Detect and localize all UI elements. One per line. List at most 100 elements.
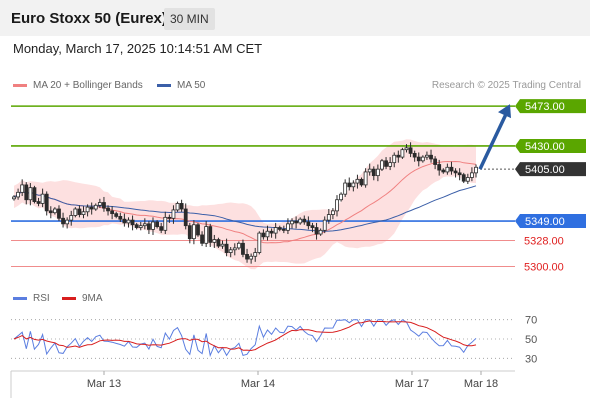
candle-body <box>474 166 478 174</box>
candle <box>404 144 409 153</box>
chart-header: Euro Stoxx 50 (Eurex) 30 MIN <box>0 0 590 36</box>
candle <box>183 203 188 230</box>
candle-body <box>102 202 106 209</box>
candle-body <box>457 172 462 176</box>
candle <box>93 203 98 211</box>
candle <box>335 195 339 217</box>
candle-body <box>302 218 307 223</box>
candle-body <box>465 177 470 182</box>
candle-body <box>400 149 405 158</box>
instrument-title: Euro Stoxx 50 (Eurex) <box>11 10 167 27</box>
candle <box>310 222 315 233</box>
candle <box>355 174 360 189</box>
candle <box>367 163 372 176</box>
candle-body <box>351 182 356 188</box>
candle <box>465 173 470 184</box>
candle <box>392 152 397 168</box>
candle-body <box>118 216 123 220</box>
candle-body <box>453 170 458 174</box>
candle <box>16 188 20 200</box>
candle-body <box>253 252 258 257</box>
candle <box>416 152 421 167</box>
candle <box>48 206 53 219</box>
candle <box>445 163 450 175</box>
candle <box>343 179 348 197</box>
candle-body <box>44 193 49 212</box>
candle-body <box>281 228 286 231</box>
candle-body <box>429 154 433 160</box>
candle <box>228 247 233 258</box>
candle-body <box>20 184 25 193</box>
candle-body <box>433 158 438 165</box>
last_price-tag: 5405.00 <box>515 162 586 177</box>
candle <box>375 164 380 182</box>
candle <box>241 239 245 258</box>
candle <box>474 164 478 178</box>
candle <box>24 182 29 205</box>
candle <box>269 228 274 238</box>
candle-body <box>306 221 311 227</box>
rsi-level-label: 70 <box>525 315 537 327</box>
candle-body <box>12 196 16 200</box>
candle-body <box>110 210 115 215</box>
candle-body <box>179 203 184 210</box>
candle-body <box>171 209 176 219</box>
candle <box>142 218 147 230</box>
candle <box>171 205 176 224</box>
candle-body <box>339 193 343 201</box>
candle <box>273 222 278 239</box>
candle <box>102 196 106 212</box>
resistance_1-tag: 5430.00 <box>515 138 586 153</box>
rsi-legend-label: RSI <box>33 293 50 304</box>
candle-body <box>183 208 188 227</box>
candle-body <box>85 206 90 213</box>
candle-body <box>69 215 74 221</box>
candle <box>122 213 127 227</box>
candle-body <box>163 216 168 231</box>
candle <box>179 199 184 212</box>
candle <box>69 210 74 226</box>
candle-body <box>36 201 41 204</box>
candle-body <box>441 169 446 173</box>
candle-body <box>371 168 376 177</box>
resistance_2-label: 5473.00 <box>525 101 565 113</box>
candle <box>457 168 462 181</box>
candle-body <box>151 221 155 230</box>
projection-arrowhead <box>498 104 511 119</box>
candle <box>449 161 454 175</box>
ma50-line <box>13 185 477 232</box>
candle <box>106 205 110 216</box>
candle-body <box>52 208 57 214</box>
candle <box>224 238 229 257</box>
candle-body <box>175 203 180 211</box>
candle-body <box>81 211 86 215</box>
timeframe-badge[interactable]: 30 MIN <box>164 8 215 30</box>
candle <box>20 179 25 197</box>
candle <box>57 205 61 222</box>
candle <box>147 221 151 235</box>
candle-body <box>61 217 65 225</box>
pivot-tag: 5349.00 <box>515 214 586 229</box>
candle <box>290 218 294 229</box>
candle <box>118 212 123 222</box>
candle-body <box>420 156 425 162</box>
candle-body <box>404 147 409 151</box>
candle-body <box>367 168 372 173</box>
candle <box>12 195 16 201</box>
candle <box>384 157 388 170</box>
ma9-legend-label: 9MA <box>82 293 103 304</box>
candle-body <box>40 193 45 204</box>
candle-body <box>220 243 225 247</box>
candle-body <box>126 219 131 224</box>
candle-body <box>326 214 331 221</box>
pivot-tag-bg <box>515 214 586 229</box>
candle <box>306 216 311 230</box>
candle-body <box>16 191 20 198</box>
last_price-tag-bg <box>515 162 586 177</box>
candle-body <box>245 254 249 260</box>
candle <box>130 215 135 231</box>
candle-body <box>277 227 282 230</box>
candle-body <box>437 164 442 171</box>
legend-rsi: RSI <box>13 293 50 304</box>
